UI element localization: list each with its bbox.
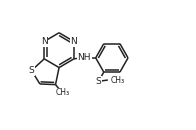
Text: S: S — [96, 77, 102, 86]
Text: CH₃: CH₃ — [55, 88, 69, 98]
Text: N: N — [71, 37, 77, 46]
Text: CH₃: CH₃ — [110, 76, 124, 85]
Text: NH: NH — [77, 53, 91, 62]
Text: S: S — [29, 66, 34, 75]
Text: N: N — [41, 37, 48, 46]
